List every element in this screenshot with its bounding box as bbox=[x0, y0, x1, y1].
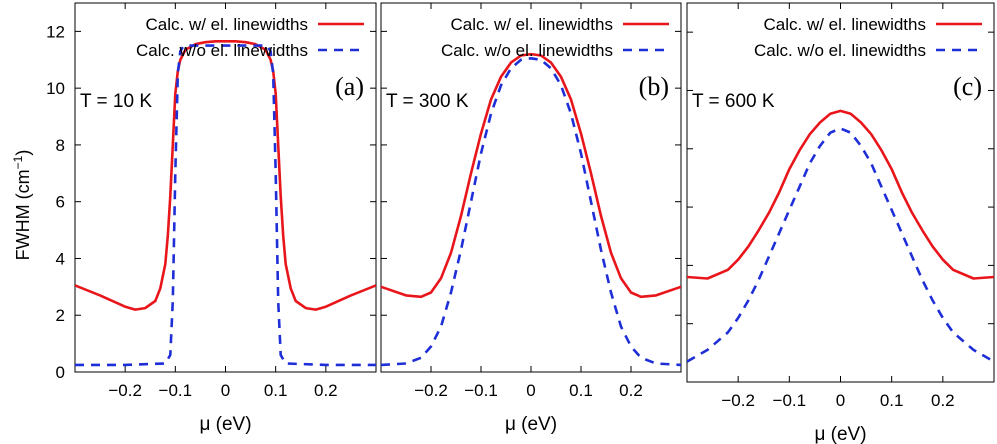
x-tick-label: 0.1 bbox=[264, 381, 288, 400]
legend-label: Calc. w/o el. linewidths bbox=[136, 41, 308, 60]
x-tick-label: −0.2 bbox=[414, 381, 448, 400]
x-axis-label: μ (eV) bbox=[199, 414, 251, 435]
x-tick-label: −0.1 bbox=[464, 381, 498, 400]
legend-label: Calc. w/ el. linewidths bbox=[145, 15, 308, 34]
chart-panel-1: −0.2 −0.1 0 0.1 0.2 0 2 4 6 8 10 12 μ (eV) Calc. w/ e… bbox=[46, 2, 377, 435]
y-tick-label: 2 bbox=[56, 306, 65, 325]
panel-label: (b) bbox=[639, 72, 669, 101]
series-line bbox=[75, 44, 376, 367]
y-tick-label: 0 bbox=[56, 363, 65, 382]
x-tick-label: 0.2 bbox=[619, 381, 643, 400]
x-tick-label: 0 bbox=[836, 391, 845, 410]
panel-label: (c) bbox=[953, 72, 982, 101]
y-axis-label-sup: −1 bbox=[11, 155, 25, 169]
series-line bbox=[687, 127, 994, 363]
chart-panel-2: −0.2 −0.1 0 0.1 0.2 μ (eV) Calc. w/ el. linewi… bbox=[380, 2, 682, 435]
x-tick-label: 0 bbox=[221, 381, 230, 400]
temperature-label: T = 600 K bbox=[692, 91, 775, 112]
y-tick-label: 8 bbox=[56, 136, 65, 155]
chart-panel-3: −0.2 −0.1 0 0.1 0.2 μ (eV) Calc. w/ el. linewi… bbox=[686, 2, 995, 444]
x-tick-label: 0.1 bbox=[880, 391, 904, 410]
x-axis-label: μ (eV) bbox=[814, 424, 866, 444]
series-line bbox=[687, 109, 994, 280]
series-line bbox=[75, 40, 376, 311]
x-tick-label: 0 bbox=[526, 381, 535, 400]
y-tick-label: 12 bbox=[46, 22, 65, 41]
x-tick-label: −0.1 bbox=[773, 391, 807, 410]
legend-label: Calc. w/o el. linewidths bbox=[441, 41, 613, 60]
y-tick-label: 6 bbox=[56, 193, 65, 212]
y-tick-label: 4 bbox=[56, 249, 65, 268]
y-tick-label: 10 bbox=[46, 79, 65, 98]
x-tick-label: 0.2 bbox=[314, 381, 338, 400]
plot-frame bbox=[380, 2, 682, 373]
x-tick-label: 0.1 bbox=[569, 381, 593, 400]
legend-label: Calc. w/ el. linewidths bbox=[450, 15, 613, 34]
series-line bbox=[381, 57, 681, 367]
plot-frame bbox=[74, 2, 377, 373]
y-axis-label: FWHM (cm−1) bbox=[11, 150, 33, 261]
x-axis-label: μ (eV) bbox=[505, 414, 557, 435]
x-tick-label: 0.2 bbox=[931, 391, 955, 410]
x-tick-label: −0.2 bbox=[721, 391, 755, 410]
legend-label: Calc. w/o el. linewidths bbox=[754, 41, 926, 60]
temperature-label: T = 300 K bbox=[386, 91, 469, 112]
legend-label: Calc. w/ el. linewidths bbox=[763, 15, 926, 34]
series-line bbox=[381, 52, 681, 299]
panel-label: (a) bbox=[335, 72, 364, 101]
temperature-label: T = 10 K bbox=[80, 91, 152, 112]
x-tick-label: −0.2 bbox=[108, 381, 142, 400]
x-tick-label: −0.1 bbox=[159, 381, 193, 400]
